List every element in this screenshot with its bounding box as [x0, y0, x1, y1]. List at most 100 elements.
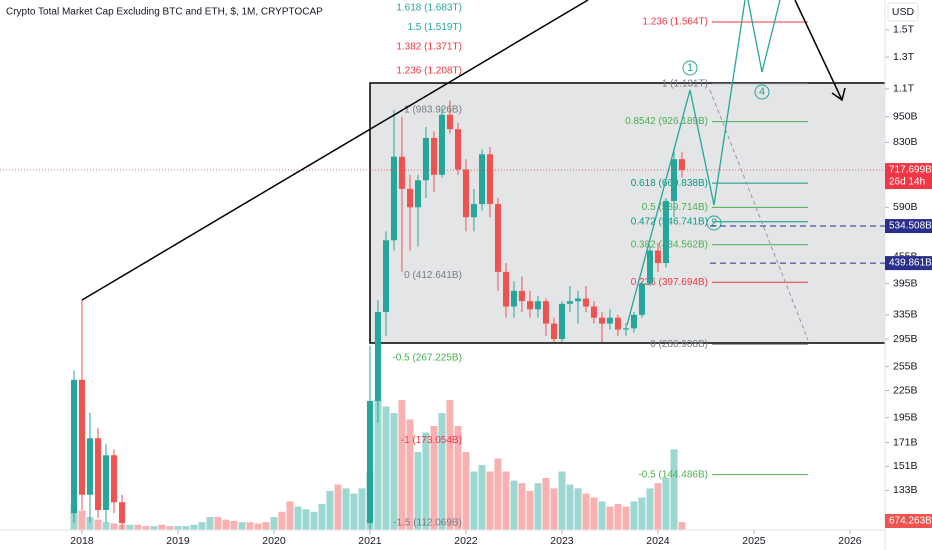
candle-body	[110, 455, 117, 503]
candle-body	[654, 250, 661, 264]
currency[interactable]: USD	[892, 6, 915, 18]
volume-bar	[270, 517, 278, 530]
volume-bar	[390, 413, 398, 530]
candle-body	[383, 240, 390, 313]
volume-bar	[598, 501, 606, 530]
candle-body	[518, 290, 525, 302]
y-tick-label: 151B	[893, 460, 918, 472]
volume-bar	[206, 517, 214, 530]
wave-label: 1	[687, 62, 693, 74]
volume-bar	[422, 432, 430, 530]
candle-body	[598, 317, 605, 324]
y-tick-label: 1.5T	[893, 24, 915, 36]
candle-body	[534, 301, 541, 310]
fib-label: 0.472 (546.741B)	[631, 216, 708, 227]
candle-body	[71, 379, 78, 514]
volume-bar	[126, 524, 134, 530]
x-tick-label: 2018	[70, 535, 94, 547]
candle-body	[431, 137, 438, 175]
volume-bar	[350, 493, 358, 530]
volume-bar	[342, 488, 350, 530]
volume-bar	[78, 510, 86, 530]
price-axis	[885, 0, 932, 550]
y-tick-label: 255B	[893, 360, 918, 372]
candle-body	[510, 290, 517, 307]
x-tick-label: 2025	[742, 535, 766, 547]
candle-body	[398, 156, 405, 189]
candle-body	[582, 298, 589, 307]
volume-bar	[470, 471, 478, 530]
fib-label: 1.236 (1.208T)	[396, 66, 462, 77]
volume-bar	[190, 524, 198, 530]
candle-body	[527, 301, 534, 310]
volume-bar	[262, 522, 270, 530]
x-tick-label: 2023	[550, 535, 574, 547]
candle-body	[470, 204, 477, 218]
candle-body	[678, 159, 685, 171]
candle-body	[455, 129, 462, 170]
candle-body	[479, 154, 486, 205]
fib-label: 0.382 (484.562B)	[631, 239, 708, 250]
y-tick-label: 133B	[893, 484, 918, 496]
price-tag	[885, 256, 932, 271]
volume-bar	[510, 480, 518, 530]
y-tick-label: 830B	[893, 136, 918, 148]
candle-body	[558, 303, 565, 340]
volume-bar	[326, 491, 334, 530]
candle-body	[462, 169, 469, 218]
y-tick-label: 395B	[893, 277, 918, 289]
candle-body	[566, 301, 573, 304]
volume-bar	[646, 488, 654, 530]
currency-box[interactable]	[887, 2, 919, 22]
volume-bar	[334, 484, 342, 530]
candle-body	[374, 312, 381, 401]
volume-bar	[638, 497, 646, 530]
volume-bar	[198, 522, 206, 530]
volume-bar	[486, 471, 494, 530]
price-tag-label: 717.699B	[889, 165, 932, 176]
fib-label: -0.5 (144.486B)	[638, 469, 708, 480]
volume-bar	[630, 501, 638, 530]
volume-bar	[446, 400, 454, 530]
volume-bar	[158, 524, 166, 530]
candle-body	[551, 323, 558, 340]
candle-body	[78, 379, 85, 495]
volume-bar	[558, 471, 566, 530]
volume-bar	[582, 493, 590, 530]
volume-bar	[654, 483, 662, 530]
volume-tag	[885, 514, 932, 528]
candle-body	[119, 502, 126, 524]
volume-bar	[662, 478, 670, 530]
wave-marker	[706, 215, 722, 231]
candle-body	[438, 114, 445, 175]
candle-body	[590, 306, 597, 318]
volume-bar	[102, 522, 110, 530]
volume-bar	[222, 519, 230, 530]
price-tag-label: 534.508B	[889, 221, 932, 232]
volume-bar	[230, 520, 238, 530]
y-tick-label: 1.1T	[893, 83, 915, 95]
volume-bar	[278, 511, 286, 530]
fib-label: -1.5 (112.069B)	[393, 518, 462, 529]
y-tick-label: 195B	[893, 411, 918, 423]
fib-label: 0 (412.641B)	[404, 270, 462, 281]
candle-body	[606, 317, 613, 324]
volume-bar	[542, 478, 550, 530]
volume-bar	[166, 526, 174, 530]
volume-bar	[358, 488, 366, 530]
candle-body	[638, 283, 645, 315]
y-tick-label: 590B	[893, 201, 918, 213]
volume-bar	[182, 526, 190, 530]
fib-label: -0.5 (267.225B)	[392, 352, 462, 363]
volume-bar	[294, 506, 302, 530]
volume-bar	[518, 483, 526, 530]
x-tick-label: 2020	[262, 535, 286, 547]
volume-bar	[678, 522, 686, 530]
volume-bar	[502, 471, 510, 530]
candle-body	[366, 400, 373, 524]
volume-bar	[566, 484, 574, 530]
candle-body	[575, 298, 582, 302]
volume-tag-label: 674.263B	[889, 516, 932, 527]
wave-label: 4	[759, 86, 765, 98]
